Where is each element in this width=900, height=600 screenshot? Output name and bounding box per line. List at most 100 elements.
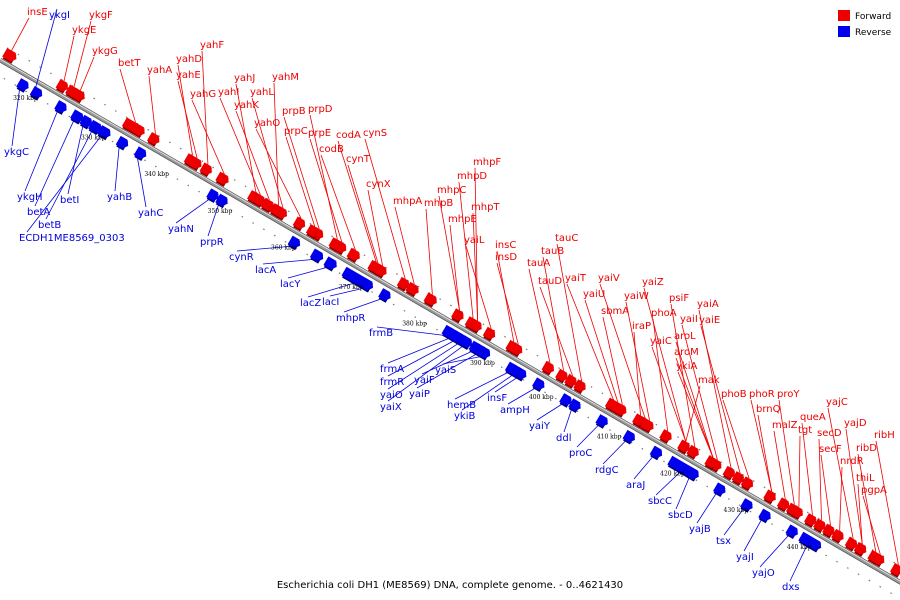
label-hemB: hemB — [447, 400, 476, 411]
label-yahM: yahM — [272, 72, 299, 83]
label-tgt: tgt — [798, 425, 812, 436]
label-sbcC: sbcC — [648, 496, 672, 507]
leader-ykiB — [461, 374, 514, 411]
label-yajB: yajB — [689, 524, 711, 535]
label-yahA: yahA — [147, 65, 172, 76]
gene-yahC — [133, 146, 147, 162]
leader-tauA — [528, 268, 551, 363]
leader-cynX — [367, 189, 383, 266]
leader-phoR — [750, 399, 773, 492]
tick-label: 320 kbp — [13, 95, 38, 102]
label-yahF: yahF — [200, 40, 224, 51]
leader-brnQ — [757, 414, 773, 492]
leader-prpC — [285, 136, 316, 227]
leader-mak — [685, 385, 701, 442]
leader-betI — [67, 125, 84, 195]
label-prpB: prpB — [282, 106, 306, 117]
tick-label: 340 kbp — [144, 171, 169, 178]
gene-track — [2, 48, 900, 578]
gene-ykiA — [704, 455, 717, 471]
label-mhpC: mhpC — [437, 185, 466, 196]
gene-sbcD — [685, 466, 699, 482]
label-mhpE: mhpE — [448, 214, 477, 225]
label-mhpR: mhpR — [336, 313, 365, 324]
leader-tauB — [542, 256, 564, 371]
leader-ECDH1ME8569_0303 — [26, 135, 102, 233]
leader-phoB — [722, 399, 750, 479]
leader-ribH — [875, 440, 899, 566]
leader-yaiV — [599, 283, 646, 419]
leader-insD — [496, 262, 519, 345]
gene-yaiW — [641, 418, 654, 434]
leader-tsx — [723, 508, 744, 536]
leader-prpR — [207, 204, 220, 237]
label-yaiL: yaiL — [464, 235, 485, 246]
label-araJ: araJ — [626, 480, 645, 491]
gene-insD — [509, 342, 523, 358]
gene-ykgG — [71, 88, 85, 104]
label-yahL: yahL — [250, 87, 274, 98]
gene-dxs — [798, 531, 822, 553]
gene-betT — [121, 117, 145, 139]
gene-pgpA — [871, 552, 885, 568]
label-yaiX: yaiX — [380, 402, 402, 413]
leader-yajB — [696, 492, 717, 524]
tick-label: 420 kbp — [660, 470, 685, 477]
leader-yaiS — [442, 356, 482, 365]
leader-ykgF — [73, 20, 92, 87]
label-yaiO: yaiO — [380, 390, 403, 401]
label-yahO: yahO — [254, 118, 280, 129]
gene-ykiB — [509, 364, 522, 379]
leader-ykgC — [11, 88, 21, 147]
label-ampH: ampH — [500, 405, 530, 416]
label-insE: insE — [27, 7, 48, 18]
leader-lacY — [287, 266, 328, 279]
leader-ykgG — [79, 56, 95, 91]
label-yahI: yahI — [218, 87, 239, 98]
label-yaiZ: yaiZ — [642, 277, 664, 288]
gene-yahL — [274, 206, 288, 221]
leader-prpD — [309, 114, 338, 240]
leader-frmB — [376, 326, 446, 336]
gene-araJ — [649, 445, 663, 461]
label-insC: insC — [495, 240, 516, 251]
gene-tsx — [740, 498, 753, 513]
leader-cynS — [364, 138, 406, 280]
leader-iraP — [633, 331, 641, 416]
label-thiL: thiL — [856, 473, 875, 484]
leader-yaiY — [536, 403, 563, 421]
gene-prpC — [305, 224, 320, 240]
leader-yaiL — [465, 245, 492, 329]
leader-lacI — [329, 287, 364, 297]
gene-ampH — [532, 377, 545, 393]
leader-prpB — [283, 116, 320, 230]
label-ykgF: ykgF — [89, 10, 113, 21]
backbone-line — [0, 58, 900, 582]
label-mhpT: mhpT — [471, 202, 500, 213]
leader-mhpB — [425, 208, 433, 295]
label-insD: insD — [495, 252, 517, 263]
gene-tauC — [573, 379, 586, 394]
leader-ykgH — [24, 110, 59, 192]
label-cynR: cynR — [229, 252, 254, 263]
leader-ykgE — [63, 35, 75, 82]
label-yaiU: yaiU — [583, 289, 605, 300]
leader-tgt — [798, 435, 801, 508]
label-ykiA: ykiA — [676, 361, 697, 372]
label-insF: insF — [487, 393, 507, 404]
label-prpC: prpC — [284, 126, 308, 137]
leader-yaiZ — [643, 287, 687, 442]
label-yajO: yajO — [752, 568, 775, 579]
label-yahN: yahN — [168, 224, 194, 235]
label-tsx: tsx — [716, 536, 731, 547]
leader-nrdR — [839, 466, 843, 531]
gene-yahK — [260, 197, 274, 214]
leader-betT — [119, 68, 136, 123]
gene-lacI — [360, 277, 373, 293]
label-yahG: yahG — [190, 89, 216, 100]
gene-yaiY — [559, 393, 572, 408]
label-aroM: aroM — [674, 347, 699, 358]
label-ECDH1ME8569_0303: ECDH1ME8569_0303 — [19, 233, 125, 244]
label-phoB: phoB — [721, 389, 747, 400]
